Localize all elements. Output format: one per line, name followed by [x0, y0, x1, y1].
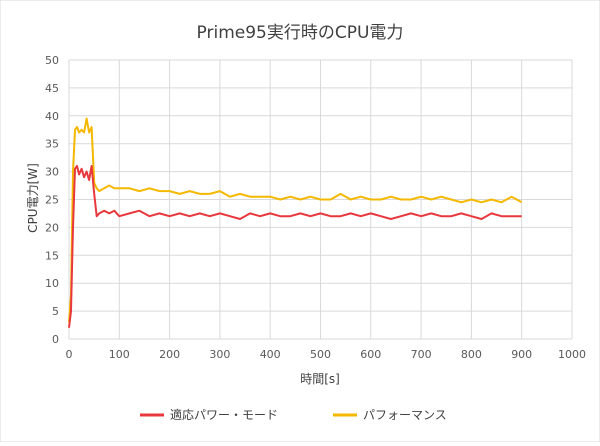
- y-tick-label: 0: [52, 333, 59, 346]
- y-tick-label: 50: [45, 54, 59, 67]
- legend-label-0: 適応パワー・モード: [170, 407, 278, 422]
- chart-title: Prime95実行時のCPU電力: [197, 23, 404, 43]
- series-layer: [68, 117, 523, 328]
- y-axis-title: CPU電力[W]: [26, 163, 40, 233]
- x-tick-label: 200: [159, 348, 180, 361]
- x-tick-label: 700: [411, 348, 432, 361]
- y-tick-label: 20: [45, 221, 59, 234]
- x-tick-label: 0: [66, 348, 73, 361]
- x-tick-label: 300: [209, 348, 230, 361]
- x-tick-label: 600: [360, 348, 381, 361]
- y-tick-label: 10: [45, 277, 59, 290]
- x-tick-labels: 0 100 200 300 400 500 600 700 800 900 1000: [66, 348, 587, 361]
- y-tick-label: 5: [52, 305, 59, 318]
- y-tick-label: 40: [45, 110, 59, 123]
- y-tick-label: 15: [45, 249, 59, 262]
- y-tick-label: 45: [45, 82, 59, 95]
- series-line-1: [68, 117, 523, 323]
- legend: 適応パワー・モード パフォーマンス: [140, 407, 447, 422]
- x-tick-label: 100: [109, 348, 130, 361]
- series-line-0: [68, 165, 522, 328]
- legend-label-1: パフォーマンス: [363, 408, 447, 422]
- x-tick-label: 900: [511, 348, 532, 361]
- x-tick-label: 500: [310, 348, 331, 361]
- x-axis-title: 時間[s]: [300, 372, 340, 386]
- x-tick-label: 1000: [558, 348, 586, 361]
- y-tick-label: 25: [45, 194, 59, 207]
- x-tick-label: 400: [260, 348, 281, 361]
- y-tick-labels: 0 5 10 15 20 25 30 35 40 45 50: [45, 54, 59, 346]
- x-tick-label: 800: [461, 348, 482, 361]
- y-tick-label: 30: [45, 166, 59, 179]
- y-tick-label: 35: [45, 138, 59, 151]
